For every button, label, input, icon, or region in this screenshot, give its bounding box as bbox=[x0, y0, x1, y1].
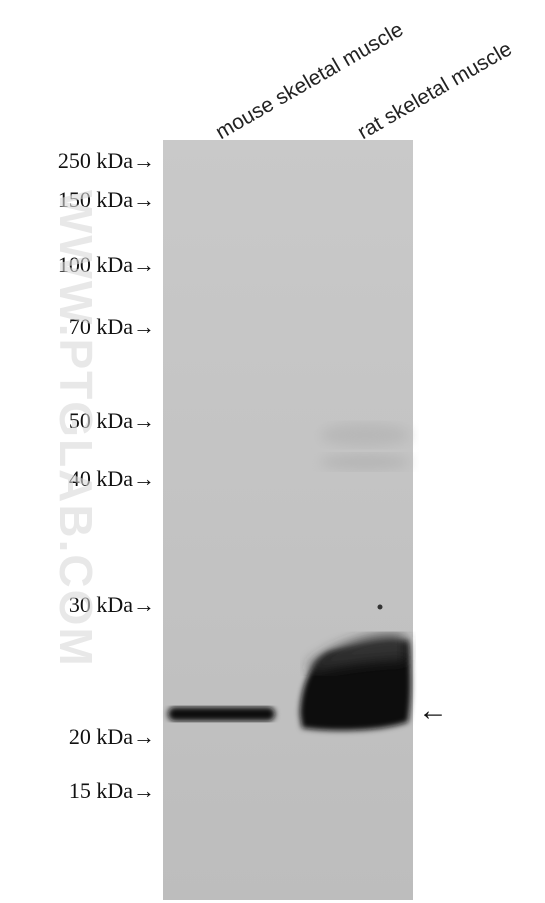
marker-label: 40 kDa→ bbox=[69, 466, 155, 491]
faint-band bbox=[320, 423, 410, 447]
marker-label: 50 kDa→ bbox=[69, 408, 155, 433]
membrane bbox=[163, 140, 413, 900]
marker-label: 250 kDa→ bbox=[58, 148, 155, 173]
marker-label: 30 kDa→ bbox=[69, 592, 155, 617]
faint-band bbox=[320, 454, 410, 470]
band-arrow: ← bbox=[418, 694, 448, 727]
watermark: WWW.PTGLAB.COM bbox=[50, 190, 102, 668]
speck bbox=[377, 604, 383, 610]
marker-label: 100 kDa→ bbox=[58, 252, 155, 277]
marker-label: 70 kDa→ bbox=[69, 314, 155, 339]
marker-label: 15 kDa→ bbox=[69, 778, 155, 803]
band bbox=[168, 707, 275, 721]
marker-label: 150 kDa→ bbox=[58, 187, 155, 212]
band-smear bbox=[310, 635, 406, 672]
marker-label: 20 kDa→ bbox=[69, 724, 155, 749]
